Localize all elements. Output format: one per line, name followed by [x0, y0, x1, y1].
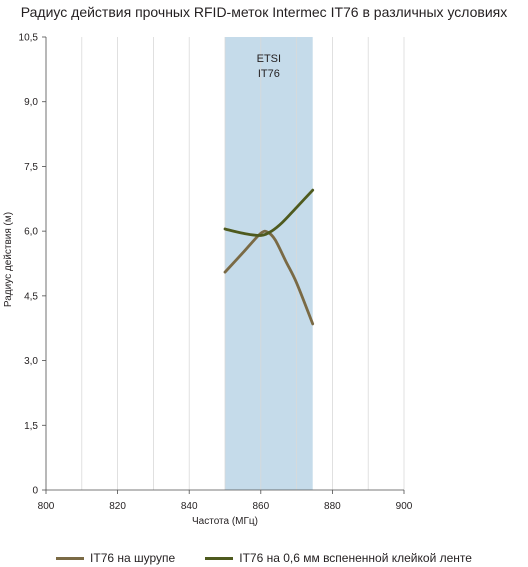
legend-item-2: IT76 на 0,6 мм вспененной клейкой ленте: [205, 551, 472, 565]
y-tick-label: 3,0: [24, 356, 38, 367]
etsi-band: [225, 37, 313, 490]
grid-layer: [81, 37, 405, 490]
y-tick-label: 7,5: [24, 162, 38, 173]
x-tick-label: 880: [324, 501, 341, 512]
y-tick-label: 1,5: [24, 421, 38, 432]
x-axis-title: Частота (МГц): [192, 516, 258, 527]
x-tick-label: 900: [396, 501, 413, 512]
series-line-2: [223, 188, 315, 237]
x-tick-label: 840: [181, 501, 198, 512]
axis-layer: [42, 36, 405, 494]
label-layer: ETSI IT76 0 1,5 3,0 4,5 6,0 7,5 9,0 10,5 800 820 840…: [3, 33, 413, 528]
y-tick-label: 6,0: [24, 227, 38, 238]
legend-label: IT76 на 0,6 мм вспененной клейкой ленте: [239, 551, 472, 565]
series-layer: [223, 188, 315, 326]
legend-label: IT76 на шурупе: [90, 551, 176, 565]
y-axis-title: Радиус действия (м): [3, 212, 14, 307]
x-tick-label: 800: [38, 501, 55, 512]
x-tick-label: 820: [109, 501, 126, 512]
band-label-line: ETSI: [257, 53, 281, 65]
legend: IT76 на шурупе IT76 на 0,6 мм вспененной …: [0, 549, 528, 567]
y-tick-label: 0: [32, 486, 38, 497]
y-tick-label: 9,0: [24, 97, 38, 108]
y-tick-label: 4,5: [24, 291, 38, 302]
line-chart: ETSI IT76 0 1,5 3,0 4,5 6,0 7,5 9,0 10,5 800 820 840…: [3, 33, 413, 528]
etsi-band-layer: [225, 37, 313, 490]
x-tick-label: 860: [252, 501, 269, 512]
legend-item-1: IT76 на шурупе: [56, 551, 175, 565]
band-label-line: IT76: [258, 68, 280, 80]
series-line-1: [223, 229, 315, 326]
y-tick-label: 10,5: [19, 33, 39, 44]
legend-swatch: [205, 556, 234, 560]
legend-swatch: [56, 556, 85, 560]
chart-title: Радиус действия прочных RFID-меток Inter…: [20, 4, 508, 20]
